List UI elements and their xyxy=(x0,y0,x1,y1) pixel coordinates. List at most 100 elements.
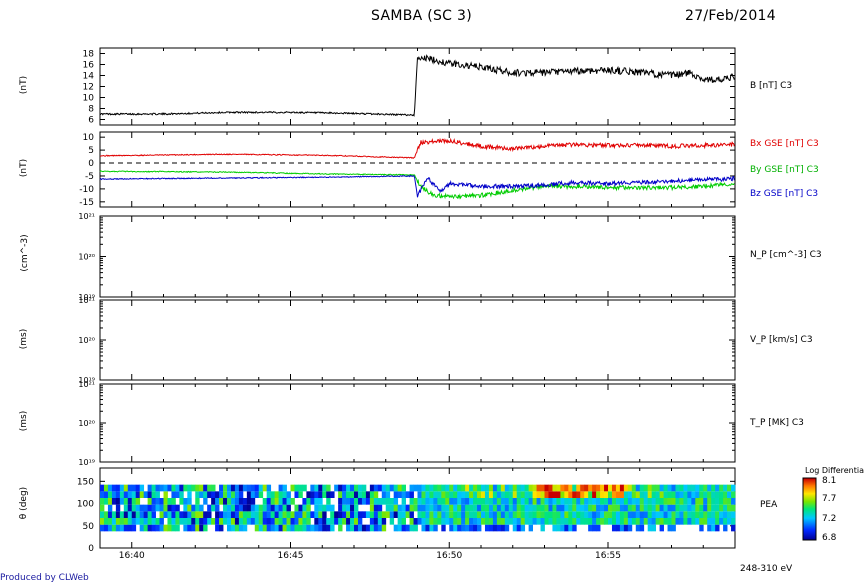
panel-frame-4 xyxy=(99,299,736,381)
heatmap-cell xyxy=(373,498,379,505)
heatmap-cell xyxy=(552,511,557,518)
heatmap-cell xyxy=(532,484,537,492)
heatmap-cell xyxy=(611,484,617,492)
colorbar-segment xyxy=(803,505,816,507)
heatmap-cell xyxy=(635,511,641,518)
heatmap-cell xyxy=(707,498,712,505)
heatmap-cell xyxy=(266,484,272,492)
p2-y-tick-label-1: 5 xyxy=(88,146,94,156)
heatmap-cell xyxy=(528,511,533,518)
colorbar-segment xyxy=(803,533,816,535)
heatmap-cell xyxy=(357,491,363,498)
heatmap-cell xyxy=(219,484,224,492)
heatmap-cell xyxy=(306,511,311,518)
heatmap-cell xyxy=(357,511,363,518)
heatmap-cell xyxy=(381,524,387,532)
heatmap-cell xyxy=(663,518,668,525)
heatmap-cell xyxy=(405,504,410,512)
heatmap-cell xyxy=(663,484,668,492)
heatmap-cell xyxy=(445,504,450,512)
heatmap-cell xyxy=(195,498,200,505)
heatmap-cell xyxy=(175,518,180,525)
heatmap-cell xyxy=(473,511,478,518)
heatmap-cell xyxy=(286,491,291,498)
produced-by-credit: Produced by CLWeb xyxy=(0,573,89,583)
heatmap-cell xyxy=(330,511,335,518)
heatmap-cell xyxy=(524,504,530,512)
heatmap-cell xyxy=(278,491,283,498)
heatmap-cell xyxy=(401,524,406,532)
heatmap-cell xyxy=(572,524,577,532)
heatmap-cell xyxy=(619,491,625,498)
heatmap-cell xyxy=(401,511,406,518)
heatmap-cell xyxy=(512,498,518,505)
heatmap-cell xyxy=(663,491,668,498)
heatmap-cell xyxy=(639,491,645,498)
heatmap-cell xyxy=(723,484,728,492)
p2-y-tick-label-4: -10 xyxy=(79,185,94,195)
heatmap-cell xyxy=(417,511,422,518)
heatmap-cell xyxy=(457,498,462,505)
heatmap-cell xyxy=(207,511,212,518)
heatmap-cell xyxy=(711,518,716,525)
heatmap-cell xyxy=(671,511,676,518)
heatmap-cell xyxy=(294,491,299,498)
heatmap-cell xyxy=(572,511,577,518)
heatmap-cell xyxy=(615,511,621,518)
heatmap-cell xyxy=(195,524,200,532)
heatmap-cell xyxy=(516,524,522,532)
heatmap-cell xyxy=(651,498,657,505)
p3-y-tick-label-0: 10²¹ xyxy=(78,212,95,221)
heatmap-cell xyxy=(600,504,605,512)
heatmap-cell xyxy=(667,511,672,518)
heatmap-cell xyxy=(227,491,232,498)
heatmap-cell xyxy=(711,484,716,492)
heatmap-cell xyxy=(381,498,387,505)
heatmap-cell xyxy=(481,498,486,505)
colorbar-tick-2: 7.7 xyxy=(822,494,837,504)
heatmap-cell xyxy=(361,484,367,492)
heatmap-cell xyxy=(584,518,589,525)
heatmap-cell xyxy=(103,511,109,518)
heatmap-cell xyxy=(556,498,561,505)
heatmap-cell xyxy=(191,524,196,532)
heatmap-cell xyxy=(346,491,351,498)
heatmap-cell xyxy=(401,484,406,492)
colorbar-segment xyxy=(803,500,816,502)
heatmap-cell xyxy=(560,524,565,532)
heatmap-cell xyxy=(477,504,482,512)
heatmap-cell xyxy=(171,511,176,518)
heatmap-cell xyxy=(608,504,613,512)
heatmap-cell xyxy=(453,524,458,532)
heatmap-cell xyxy=(270,504,276,512)
heatmap-cell xyxy=(584,484,589,492)
heatmap-cell xyxy=(580,498,585,505)
heatmap-cell xyxy=(219,518,224,525)
heatmap-cell xyxy=(500,504,506,512)
colorbar-segment xyxy=(803,480,816,482)
heatmap-cell xyxy=(151,498,156,505)
heatmap-cell xyxy=(611,498,617,505)
heatmap-cell xyxy=(187,504,192,512)
heatmap-cell xyxy=(354,504,359,512)
heatmap-cell xyxy=(715,498,720,505)
heatmap-cell xyxy=(675,504,680,512)
p4-y-tick-label-2: 10¹⁹ xyxy=(78,376,95,385)
heatmap-cell xyxy=(655,518,660,525)
heatmap-cell xyxy=(207,484,212,492)
heatmap-cell xyxy=(115,498,121,505)
heatmap-cell xyxy=(492,484,498,492)
heatmap-cell xyxy=(298,524,303,532)
heatmap-cell xyxy=(282,498,287,505)
by-series-label: By GSE [nT] C3 xyxy=(750,165,819,175)
heatmap-cell xyxy=(230,498,236,505)
heatmap-cell xyxy=(211,484,216,492)
heatmap-cell xyxy=(425,504,430,512)
heatmap-cell xyxy=(230,524,236,532)
heatmap-cell xyxy=(596,491,601,498)
heatmap-cell xyxy=(314,504,319,512)
heatmap-cell xyxy=(270,491,276,498)
p1-y-tick-label-6: 6 xyxy=(88,116,94,126)
heatmap-cell xyxy=(655,504,660,512)
heatmap-cell xyxy=(627,498,633,505)
